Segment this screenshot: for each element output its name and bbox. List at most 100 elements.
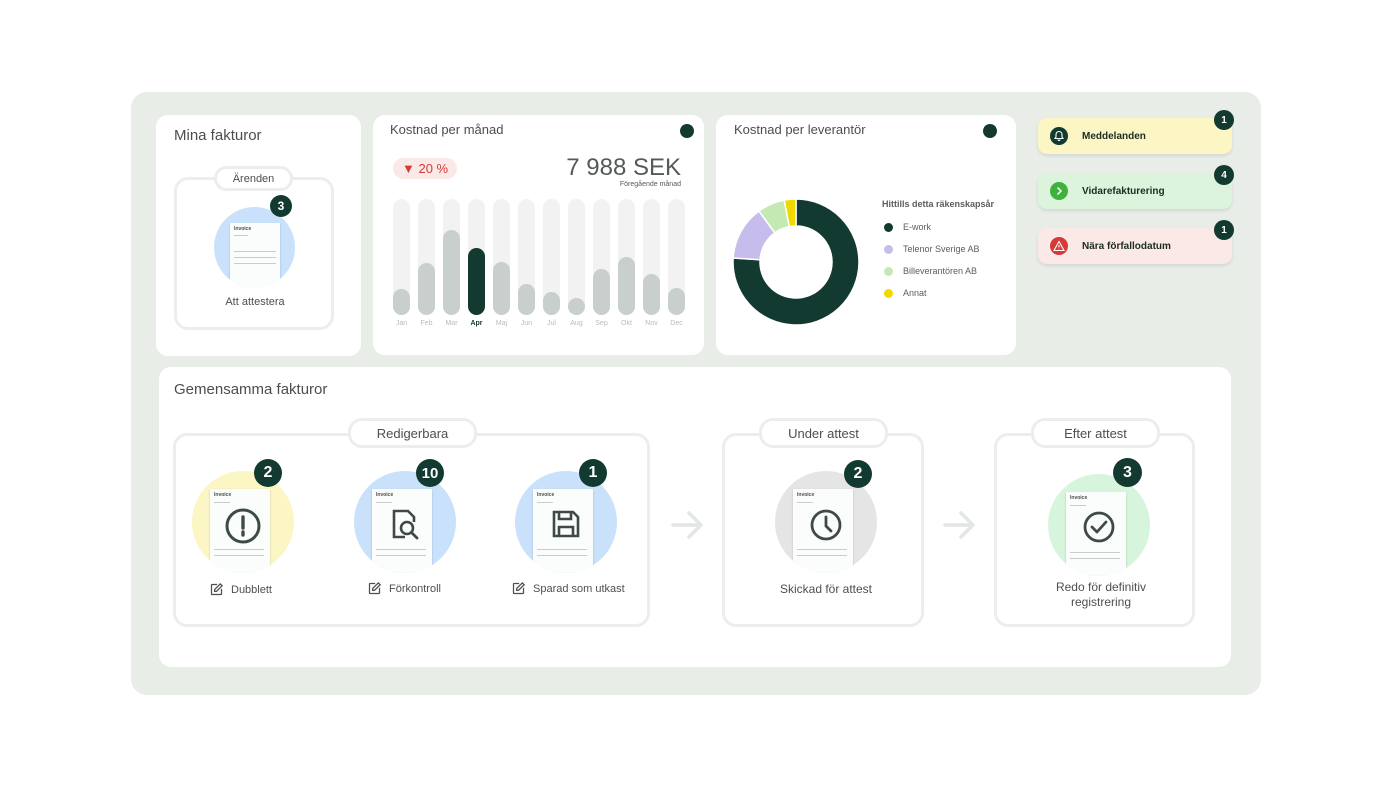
bar-track	[393, 199, 410, 315]
search-document-icon	[392, 509, 419, 540]
supplier-donut-chart	[732, 198, 860, 326]
clock-icon	[810, 509, 842, 541]
sparad-som-utkast-circle[interactable]: Invoice	[515, 471, 617, 573]
bar-maj[interactable]	[493, 261, 510, 315]
att-attestera-label: Att attestera	[225, 296, 285, 308]
sparad-label-text: Sparad som utkast	[533, 582, 625, 595]
notification-count-badge: 1	[1214, 110, 1234, 130]
forkontroll-label[interactable]: Förkontroll	[367, 581, 441, 596]
bar-aug[interactable]	[568, 298, 585, 315]
kostnad-per-manad-title: Kostnad per månad	[390, 122, 504, 137]
arenden-pill: Ärenden	[214, 166, 293, 191]
legend-item: Annat	[884, 288, 927, 298]
info-icon[interactable]	[680, 124, 694, 138]
edit-icon	[368, 581, 382, 595]
notification-nara-forfallodatum[interactable]: Nära förfallodatum 1	[1038, 220, 1234, 264]
change-badge: ▼ 20 %	[393, 158, 458, 179]
invoice-thumbnail: Invoice	[230, 223, 280, 288]
donut-slice-annat[interactable]	[783, 198, 797, 228]
bar-feb[interactable]	[418, 262, 435, 315]
month-label: Feb	[420, 320, 433, 327]
check-circle-icon	[1083, 511, 1115, 543]
invoice-thumbnail: Invoice	[210, 489, 270, 573]
legend-item: E-work	[884, 222, 931, 232]
legend-label: Annat	[903, 288, 927, 298]
redigerbara-pill: Redigerbara	[348, 418, 477, 448]
att-attestera-circle[interactable]: Invoice	[214, 207, 295, 288]
monthly-bar-chart: Jan Feb Mar Apr Maj Jun Jul Aug Sep Okt Nov Dec	[389, 199, 689, 329]
notification-count-badge: 1	[1214, 220, 1234, 240]
bar-apr[interactable]	[468, 247, 485, 315]
notification-label: Vidarefakturering	[1082, 185, 1165, 197]
redo-label: Redo för definitiv registrering	[1055, 580, 1147, 609]
forkontroll-circle[interactable]: Invoice	[354, 471, 456, 573]
legend-dot	[884, 266, 893, 276]
arrow-right-icon	[671, 511, 703, 539]
invoice-thumbnail-title: Invoice	[376, 492, 394, 498]
month-label: Jul	[547, 320, 556, 327]
redo-circle[interactable]: Invoice	[1048, 474, 1150, 576]
invoice-thumbnail-title: Invoice	[1070, 495, 1088, 501]
gemensamma-fakturor-title: Gemensamma fakturor	[174, 381, 328, 398]
month-label: Okt	[621, 320, 632, 327]
bar-okt[interactable]	[618, 257, 635, 315]
bar-track	[668, 199, 685, 315]
month-label: Jan	[395, 320, 408, 327]
amount-sub: Föregående månad	[619, 181, 681, 188]
chevron-right-icon	[1050, 182, 1068, 200]
att-attestera-count-badge: 3	[270, 195, 292, 217]
invoice-thumbnail: Invoice	[793, 489, 853, 573]
under-attest-pill: Under attest	[759, 418, 888, 448]
sparad-count-badge: 1	[579, 459, 607, 487]
legend-dot	[884, 288, 893, 298]
legend-item: Billeverantören AB	[884, 266, 977, 276]
legend-label: Telenor Sverige AB	[903, 244, 980, 254]
month-label: Sep	[595, 320, 608, 327]
kostnad-per-leverantor-title: Kostnad per leverantör	[734, 122, 866, 137]
efter-attest-pill: Efter attest	[1031, 418, 1160, 448]
donut-slice-e-work[interactable]	[732, 198, 860, 326]
skickad-for-attest-label: Skickad för attest	[779, 582, 873, 596]
bar-jun[interactable]	[518, 283, 535, 315]
invoice-thumbnail-title: Invoice	[537, 492, 555, 498]
month-label: Mar	[445, 320, 458, 327]
legend-dot	[884, 244, 893, 254]
bar-dec[interactable]	[668, 288, 685, 315]
bar-track	[568, 199, 585, 315]
skickad-for-attest-circle[interactable]: Invoice	[775, 471, 877, 573]
bar-mar[interactable]	[443, 230, 460, 315]
amount-value: 7 988 SEK	[566, 154, 681, 181]
forkontroll-label-text: Förkontroll	[389, 582, 441, 595]
warning-icon	[1050, 237, 1068, 255]
dubblett-label[interactable]: Dubblett	[209, 582, 272, 597]
legend-label: E-work	[903, 222, 932, 232]
bar-sep[interactable]	[593, 268, 610, 315]
sparad-som-utkast-label[interactable]: Sparad som utkast	[511, 581, 625, 596]
dubblett-label-text: Dubblett	[231, 583, 272, 596]
notification-label: Meddelanden	[1082, 130, 1146, 142]
notification-count-badge: 4	[1214, 165, 1234, 185]
legend-item: Telenor Sverige AB	[884, 244, 980, 254]
bar-jan[interactable]	[393, 289, 410, 315]
info-icon[interactable]	[983, 124, 997, 138]
forkontroll-count-badge: 10	[416, 459, 444, 487]
legend-dot	[884, 222, 893, 232]
mina-fakturor-card: Mina fakturor Ärenden Invoice 3 Att atte…	[156, 115, 361, 356]
month-label: Jun	[520, 320, 533, 327]
bar-jul[interactable]	[543, 291, 560, 315]
efter-attest-count-badge: 3	[1113, 458, 1142, 487]
invoice-thumbnail-title: Invoice	[214, 492, 232, 498]
invoice-thumbnail-title: Invoice	[234, 226, 252, 232]
invoice-thumbnail: Invoice	[533, 489, 593, 573]
notification-label: Nära förfallodatum	[1082, 240, 1171, 252]
edit-icon	[210, 582, 224, 596]
dubblett-count-badge: 2	[254, 459, 282, 487]
invoice-thumbnail-title: Invoice	[797, 492, 815, 498]
notification-vidarefakturering[interactable]: Vidarefakturering 4	[1038, 165, 1234, 209]
bell-icon	[1050, 127, 1068, 145]
month-label: Nov	[645, 320, 658, 327]
dubblett-circle[interactable]: Invoice	[192, 471, 294, 573]
month-label: Aug	[570, 320, 583, 327]
bar-nov[interactable]	[643, 274, 660, 315]
notification-meddelanden[interactable]: Meddelanden 1	[1038, 110, 1234, 154]
